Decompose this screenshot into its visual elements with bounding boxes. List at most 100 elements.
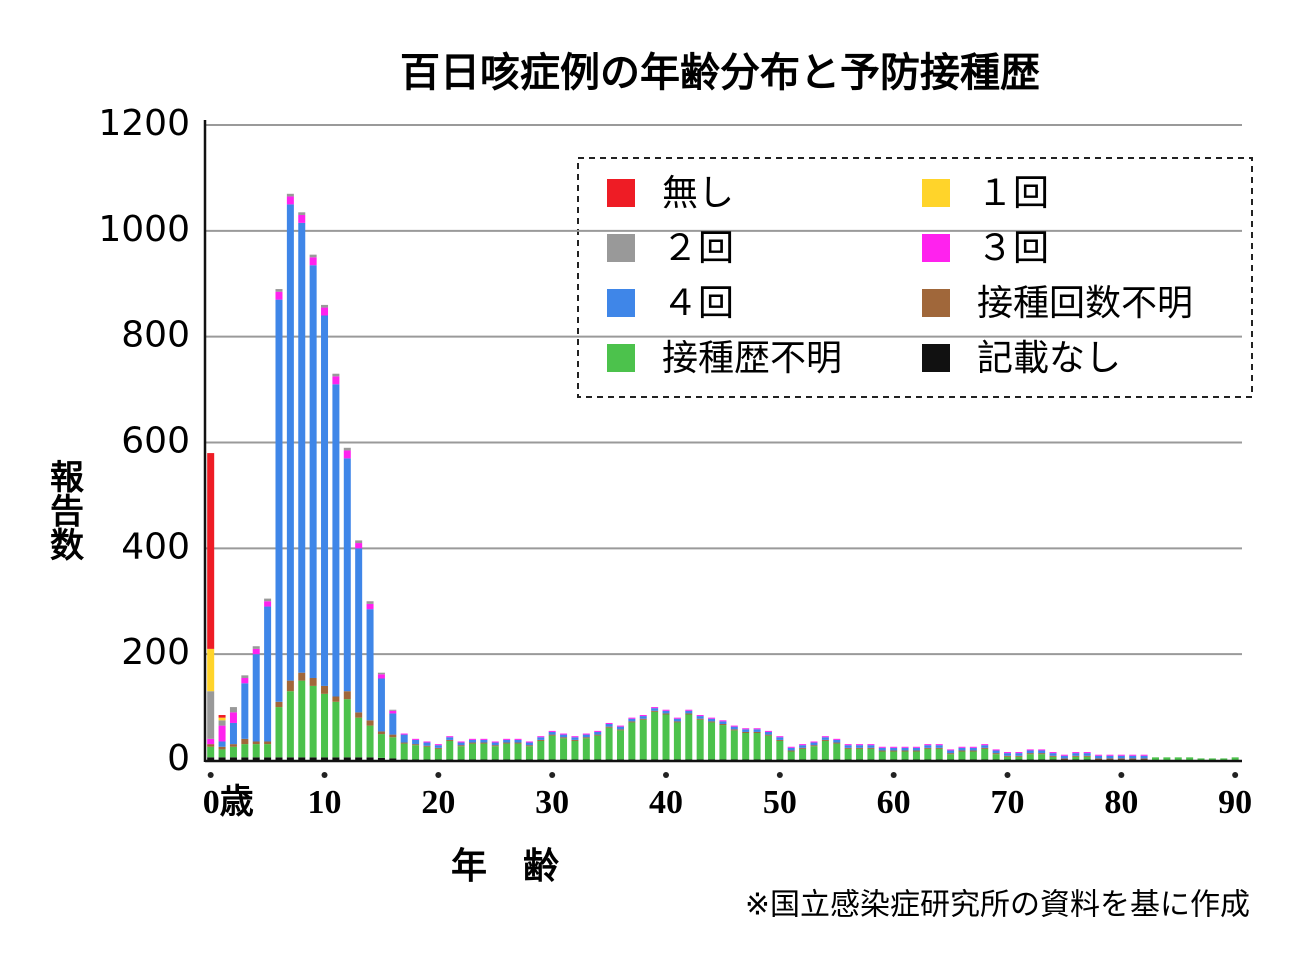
bar-segment bbox=[969, 746, 977, 748]
bar-segment bbox=[708, 718, 716, 722]
bar-segment bbox=[685, 709, 693, 711]
x-tick-label: 90 bbox=[1218, 784, 1252, 821]
bar-segment bbox=[491, 759, 499, 760]
bar-segment bbox=[605, 759, 613, 760]
bar-segment bbox=[673, 759, 681, 760]
bar-segment bbox=[560, 733, 568, 735]
bar-segment bbox=[264, 598, 272, 602]
bar-segment bbox=[878, 746, 886, 748]
bar-segment bbox=[423, 745, 431, 747]
bar-segment bbox=[377, 734, 385, 758]
bar-segment bbox=[355, 548, 363, 713]
bar-segment bbox=[525, 742, 533, 746]
bar-segment bbox=[514, 743, 522, 760]
bar-segment bbox=[400, 759, 408, 760]
legend-swatch bbox=[607, 344, 635, 372]
bar-segment bbox=[1106, 759, 1114, 760]
bar-segment bbox=[696, 718, 704, 720]
bar-segment bbox=[560, 734, 568, 738]
bar-segment bbox=[935, 744, 943, 746]
bar-segment bbox=[252, 654, 260, 742]
bar-segment bbox=[400, 733, 408, 735]
bar-segment bbox=[810, 742, 818, 746]
bar-segment bbox=[1004, 759, 1012, 760]
bar-segment bbox=[742, 729, 750, 732]
bar-segment bbox=[264, 744, 272, 758]
bar-segment bbox=[639, 715, 647, 717]
bar-segment bbox=[355, 540, 363, 544]
bar-segment bbox=[264, 757, 272, 760]
bar-segment bbox=[1095, 755, 1103, 759]
bar-segment bbox=[969, 750, 977, 752]
bar-segment bbox=[730, 725, 738, 727]
bar-segment bbox=[730, 726, 738, 730]
bar-segment bbox=[264, 741, 272, 745]
bar-segment bbox=[1208, 758, 1216, 760]
bar-segment bbox=[207, 738, 215, 745]
bar-segment bbox=[628, 721, 636, 723]
bar-segment bbox=[525, 745, 533, 747]
bar-segment bbox=[218, 749, 226, 758]
bar-segment bbox=[1015, 752, 1023, 754]
bar-segment bbox=[947, 750, 955, 754]
bar-segment bbox=[992, 753, 1000, 755]
bar-segment bbox=[332, 757, 340, 760]
y-tick-label: 800 bbox=[121, 315, 190, 356]
x-tick-mark bbox=[1118, 772, 1125, 778]
bar-segment bbox=[958, 747, 966, 751]
bar-segment bbox=[548, 731, 556, 735]
bar-segment bbox=[878, 750, 886, 752]
bar-segment bbox=[787, 751, 795, 760]
bar-segment bbox=[457, 742, 465, 746]
bar-segment bbox=[434, 748, 442, 760]
bar-segment bbox=[264, 601, 272, 607]
bar-segment bbox=[616, 729, 624, 731]
bar-segment bbox=[218, 741, 226, 747]
bar-segment bbox=[833, 738, 841, 740]
bar-segment bbox=[1004, 755, 1012, 757]
legend-label: 無し bbox=[662, 173, 734, 214]
bar-segment bbox=[1060, 754, 1068, 756]
bar-segment bbox=[1129, 755, 1137, 759]
bar-segment bbox=[309, 685, 317, 758]
bar-segment bbox=[309, 265, 317, 678]
bar-segment bbox=[1049, 755, 1057, 757]
bar-segment bbox=[947, 749, 955, 751]
bar-segment bbox=[1072, 752, 1080, 754]
bar-segment bbox=[480, 739, 488, 743]
bar-segment bbox=[662, 714, 670, 760]
bar-segment bbox=[1038, 754, 1046, 760]
bar-segment bbox=[457, 759, 465, 760]
bar-segment bbox=[560, 759, 568, 760]
bar-segment bbox=[810, 741, 818, 743]
bar-segment bbox=[1060, 759, 1068, 760]
bar-segment bbox=[787, 746, 795, 748]
bar-segment bbox=[469, 742, 477, 744]
bar-segment bbox=[856, 748, 864, 760]
y-axis-label: 報告数 bbox=[44, 459, 84, 561]
bar-segment bbox=[207, 648, 215, 692]
bar-segment bbox=[1151, 757, 1159, 760]
bar-segment bbox=[241, 744, 249, 758]
source-note: ※国立感染症研究所の資料を基に作成 bbox=[745, 888, 1250, 923]
bar-segment bbox=[708, 721, 716, 723]
x-tick-label: 70 bbox=[991, 784, 1025, 821]
bar-segment bbox=[867, 745, 875, 748]
bar-segment bbox=[537, 759, 545, 760]
bar-segment bbox=[958, 759, 966, 760]
bar-segment bbox=[730, 759, 738, 760]
bar-segment bbox=[207, 744, 215, 747]
bar-segment bbox=[662, 709, 670, 711]
x-tick-label: 0歳 bbox=[203, 783, 254, 821]
bar-segment bbox=[412, 739, 420, 745]
bar-segment bbox=[651, 707, 659, 709]
bar-segment bbox=[377, 731, 385, 735]
bar-segment bbox=[343, 691, 351, 700]
bar-segment bbox=[594, 759, 602, 760]
legend-label: ３回 bbox=[977, 228, 1049, 269]
bar-segment bbox=[742, 759, 750, 760]
bar-segment bbox=[1072, 756, 1080, 760]
bar-segment bbox=[764, 735, 772, 760]
bar-segment bbox=[992, 750, 1000, 754]
